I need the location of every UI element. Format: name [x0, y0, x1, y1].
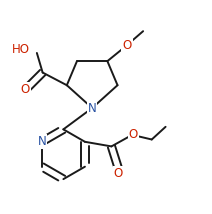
Text: O: O	[21, 83, 30, 96]
Text: N: N	[38, 135, 46, 148]
Text: HO: HO	[12, 43, 30, 56]
Text: O: O	[129, 128, 138, 141]
Text: O: O	[114, 167, 123, 180]
Text: N: N	[88, 101, 96, 114]
Text: O: O	[122, 39, 132, 52]
